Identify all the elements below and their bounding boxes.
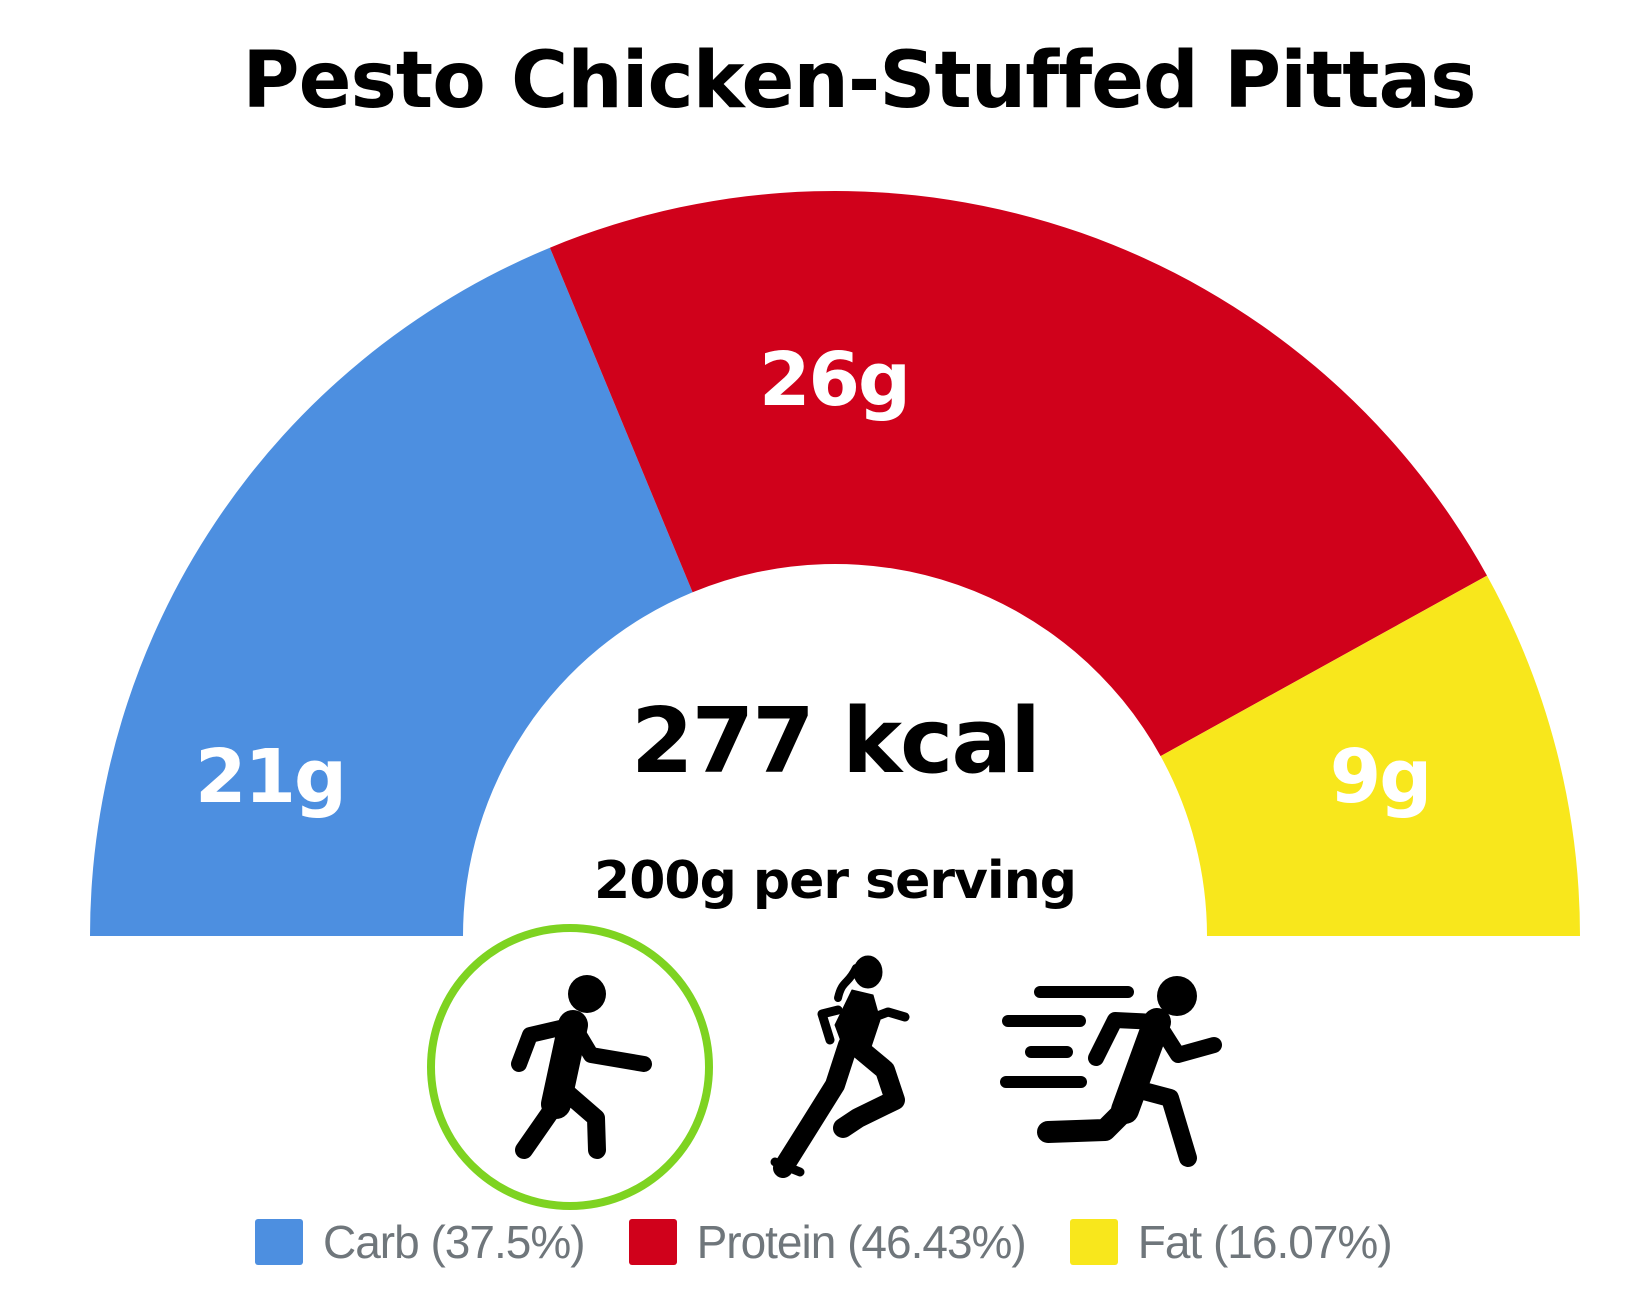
protein-segment	[549, 191, 1487, 757]
running-woman-icon[interactable]	[770, 955, 910, 1178]
legend-label: Fat (16.07%)	[1137, 1216, 1393, 1268]
legend-item-protein[interactable]: Protein (46.43%)	[628, 1215, 1027, 1269]
carb-swatch	[255, 1219, 303, 1265]
legend-label: Protein (46.43%)	[696, 1216, 1027, 1268]
selected-ring	[427, 924, 713, 1210]
protein-grams-label: 26g	[759, 337, 909, 423]
chart-title: Pesto Chicken-Stuffed Pittas	[242, 36, 1476, 126]
legend-item-fat[interactable]: Fat (16.07%)	[1069, 1215, 1393, 1269]
carb-segment	[90, 247, 693, 936]
fat-swatch	[1069, 1219, 1118, 1265]
sprinting-icon[interactable]	[1000, 976, 1222, 1167]
protein-swatch	[628, 1219, 677, 1265]
walking-icon[interactable]	[427, 924, 713, 1210]
legend-item-carb[interactable]: Carb (37.5%)	[255, 1215, 586, 1269]
serving-size-label: 200g per serving	[594, 851, 1076, 911]
fat-grams-label: 9g	[1330, 734, 1430, 820]
calories-label: 277 kcal	[631, 689, 1039, 794]
legend-label: Carb (37.5%)	[323, 1216, 586, 1268]
legend: Carb (37.5%) Protein (46.43%) Fat (16.07…	[255, 1216, 1436, 1268]
carb-grams-label: 21g	[195, 734, 345, 820]
fat-segment	[1160, 575, 1580, 936]
